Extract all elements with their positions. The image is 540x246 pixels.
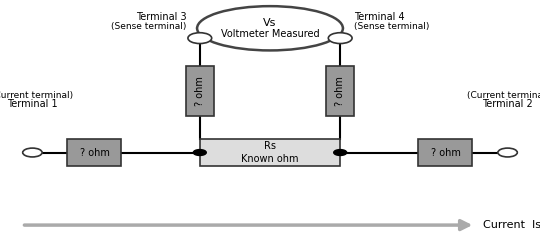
Text: (Current terminal): (Current terminal) xyxy=(467,91,540,100)
Text: Terminal 1: Terminal 1 xyxy=(7,99,58,109)
FancyBboxPatch shape xyxy=(68,139,122,166)
Text: (Sense terminal): (Sense terminal) xyxy=(354,22,429,31)
Text: ? ohm: ? ohm xyxy=(430,148,461,157)
Text: Terminal 3: Terminal 3 xyxy=(136,12,186,22)
FancyBboxPatch shape xyxy=(200,139,340,166)
Text: Known ohm: Known ohm xyxy=(241,154,299,164)
Text: (Current terminal): (Current terminal) xyxy=(0,91,73,100)
FancyBboxPatch shape xyxy=(186,66,214,116)
Circle shape xyxy=(23,148,42,157)
Circle shape xyxy=(328,33,352,44)
Ellipse shape xyxy=(197,6,343,50)
Circle shape xyxy=(498,148,517,157)
Circle shape xyxy=(188,33,212,44)
Text: Terminal 4: Terminal 4 xyxy=(354,12,404,22)
Text: Rs: Rs xyxy=(264,141,276,151)
Text: ? ohm: ? ohm xyxy=(79,148,110,157)
Text: ? ohm: ? ohm xyxy=(195,76,205,106)
Text: ? ohm: ? ohm xyxy=(335,76,345,106)
FancyBboxPatch shape xyxy=(326,66,354,116)
Circle shape xyxy=(193,150,206,155)
Text: Vs: Vs xyxy=(264,18,276,28)
Text: Voltmeter Measured: Voltmeter Measured xyxy=(221,29,319,39)
Circle shape xyxy=(334,150,347,155)
Text: Current  Is: Current Is xyxy=(483,220,540,230)
Text: (Sense terminal): (Sense terminal) xyxy=(111,22,186,31)
Text: Terminal 2: Terminal 2 xyxy=(482,99,533,109)
FancyBboxPatch shape xyxy=(418,139,472,166)
